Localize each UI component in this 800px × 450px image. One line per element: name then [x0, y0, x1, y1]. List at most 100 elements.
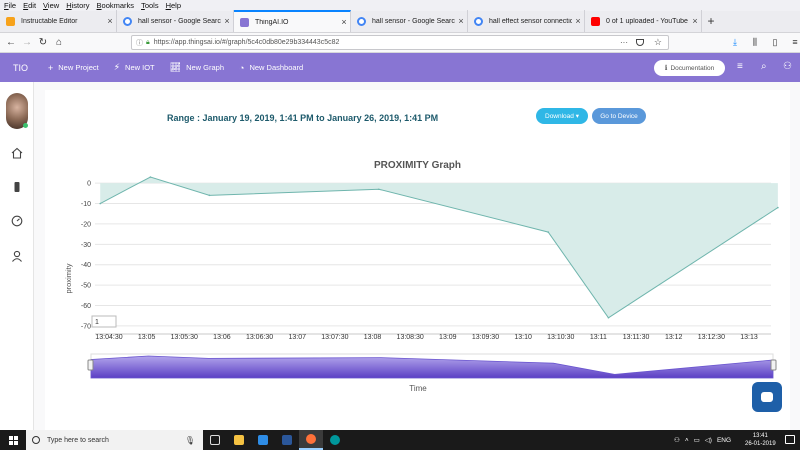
navigator-handle-right[interactable] — [770, 359, 777, 371]
range-input-value: 1 — [95, 319, 99, 326]
x-tick-label: 13:09 — [439, 334, 457, 341]
url-bar[interactable]: ⓘ 🔒︎ https://app.thingsai.io/#/graph/5c4… — [131, 35, 669, 50]
menu-bar: File Edit View History Bookmarks Tools H… — [0, 0, 800, 11]
home-icon[interactable]: ⌂ — [55, 37, 63, 48]
network-icon[interactable]: ▭ — [693, 437, 700, 444]
documentation-label: Documentation — [670, 64, 715, 72]
tab-instructable-editor[interactable]: Instructable Editor × — [0, 10, 117, 32]
x-tick-label: 13:10:30 — [547, 334, 574, 341]
user-icon[interactable] — [10, 249, 24, 263]
gauge-icon[interactable] — [10, 214, 24, 228]
new-graph-link[interactable]: 📈︎ New Graph — [170, 62, 224, 73]
arduino-button[interactable] — [323, 430, 347, 450]
tab-thingai[interactable]: ThingAI.IO × — [234, 10, 351, 32]
language-indicator[interactable]: ENG — [716, 436, 732, 444]
notifications-icon[interactable] — [785, 435, 795, 444]
google-icon — [123, 16, 132, 26]
y-tick-label: -20 — [81, 221, 91, 228]
new-project-link[interactable]: + New Project — [48, 63, 99, 73]
x-tick-label: 13:04:30 — [95, 334, 122, 341]
menu-file[interactable]: File — [4, 1, 17, 10]
close-icon[interactable]: × — [341, 17, 347, 27]
documentation-button[interactable]: ℹ Documentation — [654, 60, 725, 76]
windows-taskbar: Type here to search 🎙︎ ⚇ ˄ ▭ ◁) ENG 13:4… — [0, 430, 800, 450]
x-tick-label: 13:11:30 — [623, 334, 650, 341]
new-dashboard-link[interactable]: ◔ New Dashboard — [239, 63, 303, 73]
clock-time: 13:41 — [752, 433, 768, 439]
x-tick-label: 13:07:30 — [321, 334, 348, 341]
hamburger-menu-icon[interactable]: ≡ — [737, 61, 743, 72]
bookmark-star-icon[interactable]: ☆ — [653, 37, 662, 47]
data-point — [99, 202, 102, 205]
tab-hall-sensor-search[interactable]: hall sensor - Google Search × — [117, 10, 234, 32]
data-point — [378, 188, 380, 191]
x-tick-label: 13:11 — [590, 334, 607, 341]
taskbar-search-box[interactable]: Type here to search 🎙︎ — [26, 430, 203, 450]
proximity-area — [100, 177, 778, 318]
task-view-button[interactable] — [203, 430, 227, 450]
pocket-icon[interactable] — [636, 39, 644, 46]
file-explorer-button[interactable] — [227, 430, 251, 450]
x-tick-label: 13:06 — [213, 334, 231, 341]
tab-hall-sensor-search-2[interactable]: hall sensor - Google Search × — [351, 10, 468, 32]
volume-icon[interactable]: ◁) — [704, 437, 712, 444]
menu-help[interactable]: Help — [165, 1, 182, 10]
avatar[interactable] — [6, 93, 28, 129]
chat-button[interactable] — [752, 382, 782, 412]
forward-arrow-icon[interactable]: → — [22, 37, 32, 48]
brand-logo[interactable]: TIO — [13, 62, 28, 73]
menu-edit[interactable]: Edit — [23, 1, 37, 10]
chat-bubble-icon — [761, 392, 773, 402]
people-icon[interactable]: ⚇ — [674, 437, 680, 444]
dashboard-icon: ◔ — [239, 62, 245, 73]
x-tick-label: 13:12 — [665, 334, 683, 341]
menu-tools[interactable]: Tools — [141, 1, 159, 10]
new-tab-button[interactable]: + — [707, 14, 715, 28]
range-input[interactable] — [91, 315, 117, 328]
chevron-up-icon[interactable]: ˄ — [684, 436, 689, 444]
close-icon[interactable]: × — [575, 16, 581, 26]
sidebar-icon[interactable]: ▯ — [772, 37, 778, 47]
downloads-icon[interactable]: ⤓ — [733, 37, 737, 47]
user-icon[interactable]: ⚇ — [783, 61, 792, 72]
search-icon[interactable]: ⌕ — [761, 61, 767, 72]
close-icon[interactable]: × — [224, 16, 230, 26]
page-actions-icon[interactable]: ··· — [620, 38, 628, 47]
data-point — [208, 194, 211, 197]
app-header: TIO + New Project ⚡︎ New IOT 📈︎ New Grap… — [0, 53, 800, 82]
microphone-icon[interactable]: 🎙︎ — [184, 435, 195, 445]
start-button[interactable] — [0, 435, 26, 445]
sidebar — [0, 82, 34, 430]
menu-bookmarks[interactable]: Bookmarks — [96, 1, 135, 10]
back-arrow-icon[interactable]: ← — [6, 37, 16, 48]
reload-icon[interactable]: ↻ — [38, 37, 48, 48]
data-point — [777, 206, 779, 209]
go-to-device-button[interactable]: Go to Device — [592, 108, 646, 124]
x-tick-label: 13:09:30 — [472, 334, 499, 341]
menu-view[interactable]: View — [43, 1, 60, 10]
tab-label: hall effect sensor connection — [489, 17, 572, 25]
library-icon[interactable]: ⫼ — [752, 37, 758, 47]
navigator-handle-left[interactable] — [87, 359, 94, 371]
info-icon[interactable]: ⓘ — [136, 39, 143, 47]
tab-label: ThingAI.IO — [255, 18, 289, 26]
navigation-bar: ← → ↻ ⌂ ⓘ 🔒︎ https://app.thingsai.io/#/g… — [0, 33, 800, 53]
line-chart-icon: 📈︎ — [169, 62, 182, 72]
close-icon[interactable]: × — [107, 16, 113, 26]
hamburger-menu-icon[interactable]: ≡ — [792, 37, 798, 47]
tab-youtube[interactable]: 0 of 1 uploaded - YouTube × — [585, 10, 702, 32]
taskbar-clock[interactable]: 13:41 26-01-2019 — [745, 432, 776, 448]
store-button[interactable] — [251, 430, 275, 450]
close-icon[interactable]: × — [692, 16, 698, 26]
download-button[interactable]: Download ▾ — [536, 108, 588, 124]
word-button[interactable] — [275, 430, 299, 450]
tab-hall-effect-connection[interactable]: hall effect sensor connection × — [468, 10, 585, 32]
y-tick-label: -50 — [81, 283, 91, 290]
url-text: https://app.thingsai.io/#/graph/5c4c0db8… — [153, 39, 340, 46]
firefox-button[interactable] — [299, 430, 323, 450]
menu-history[interactable]: History — [66, 1, 90, 10]
home-icon[interactable] — [10, 146, 24, 160]
device-icon[interactable] — [10, 180, 24, 194]
close-icon[interactable]: × — [458, 16, 464, 26]
new-iot-link[interactable]: ⚡︎ New IOT — [114, 62, 155, 73]
